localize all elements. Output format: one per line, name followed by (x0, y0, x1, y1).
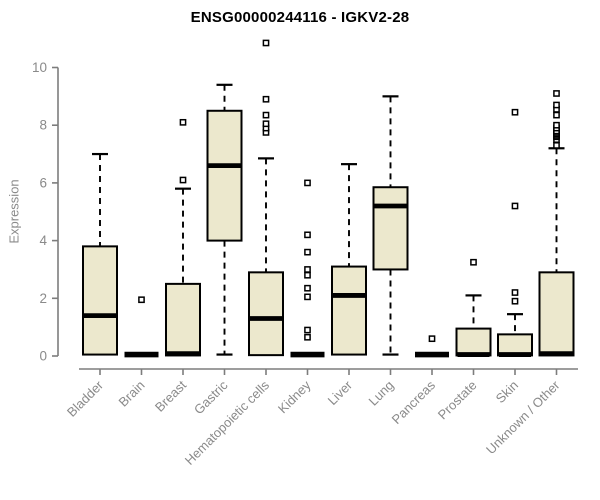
outlier-point (553, 90, 560, 97)
outlier-point (470, 258, 477, 266)
x-tick-label: Breast (152, 377, 189, 414)
outlier-point (304, 293, 311, 301)
chart-title: ENSG00000244116 - IGKV2-28 (190, 9, 410, 26)
x-tick-label: Gastric (191, 377, 231, 417)
outlier-point (304, 333, 311, 341)
outlier-point (262, 39, 270, 47)
outlier-point (511, 297, 519, 305)
box-unknown-other (538, 271, 575, 357)
outlier-point (553, 111, 560, 119)
y-tick-label: 0 (39, 349, 47, 364)
x-tick-label: Lung (366, 378, 397, 409)
outlier-point (262, 120, 270, 128)
outlier-point (262, 95, 270, 103)
x-tick-label: Kidney (275, 377, 314, 416)
x-tick-label: Liver (325, 377, 356, 408)
outlier-point (179, 118, 187, 126)
outlier-point (304, 231, 311, 239)
x-tick-label: Bladder (64, 377, 107, 420)
y-tick-label: 4 (39, 233, 47, 248)
outlier-point (138, 296, 145, 304)
outlier-point (179, 176, 187, 184)
y-tick-label: 2 (39, 291, 47, 306)
box-prostate (455, 327, 492, 357)
x-tick-label: Unknown / Other (483, 377, 563, 457)
y-tick-label: 10 (32, 60, 47, 75)
box-liver (331, 265, 367, 356)
x-tick-label: Skin (493, 378, 521, 406)
outlier-point (304, 266, 311, 273)
flat-box-brain (124, 351, 159, 358)
box-hematopoietic-cells (248, 271, 284, 357)
outlier-point (511, 202, 519, 210)
flat-box-kidney (290, 351, 325, 358)
outlier-point (304, 248, 311, 256)
box-bladder (82, 245, 118, 356)
outlier-point (428, 335, 436, 343)
y-tick-label: 6 (39, 175, 47, 190)
outlier-point (553, 101, 560, 109)
x-tick-label: Pancreas (389, 377, 439, 427)
outlier-point (553, 142, 560, 149)
outlier-point (553, 121, 560, 129)
outlier-point (304, 271, 311, 279)
box-gastric (206, 109, 243, 242)
outlier-point (262, 111, 270, 119)
outlier-point (511, 108, 519, 116)
box-lung (372, 186, 409, 271)
box-breast (165, 282, 201, 357)
outlier-point (304, 284, 311, 292)
x-tick-label: Brain (116, 378, 148, 410)
x-tick-label: Prostate (435, 378, 480, 423)
outlier-point (511, 289, 519, 296)
outlier-point (304, 179, 311, 187)
flat-box-pancreas (415, 351, 449, 358)
y-tick-label: 8 (39, 118, 47, 133)
outlier-point (304, 326, 311, 334)
